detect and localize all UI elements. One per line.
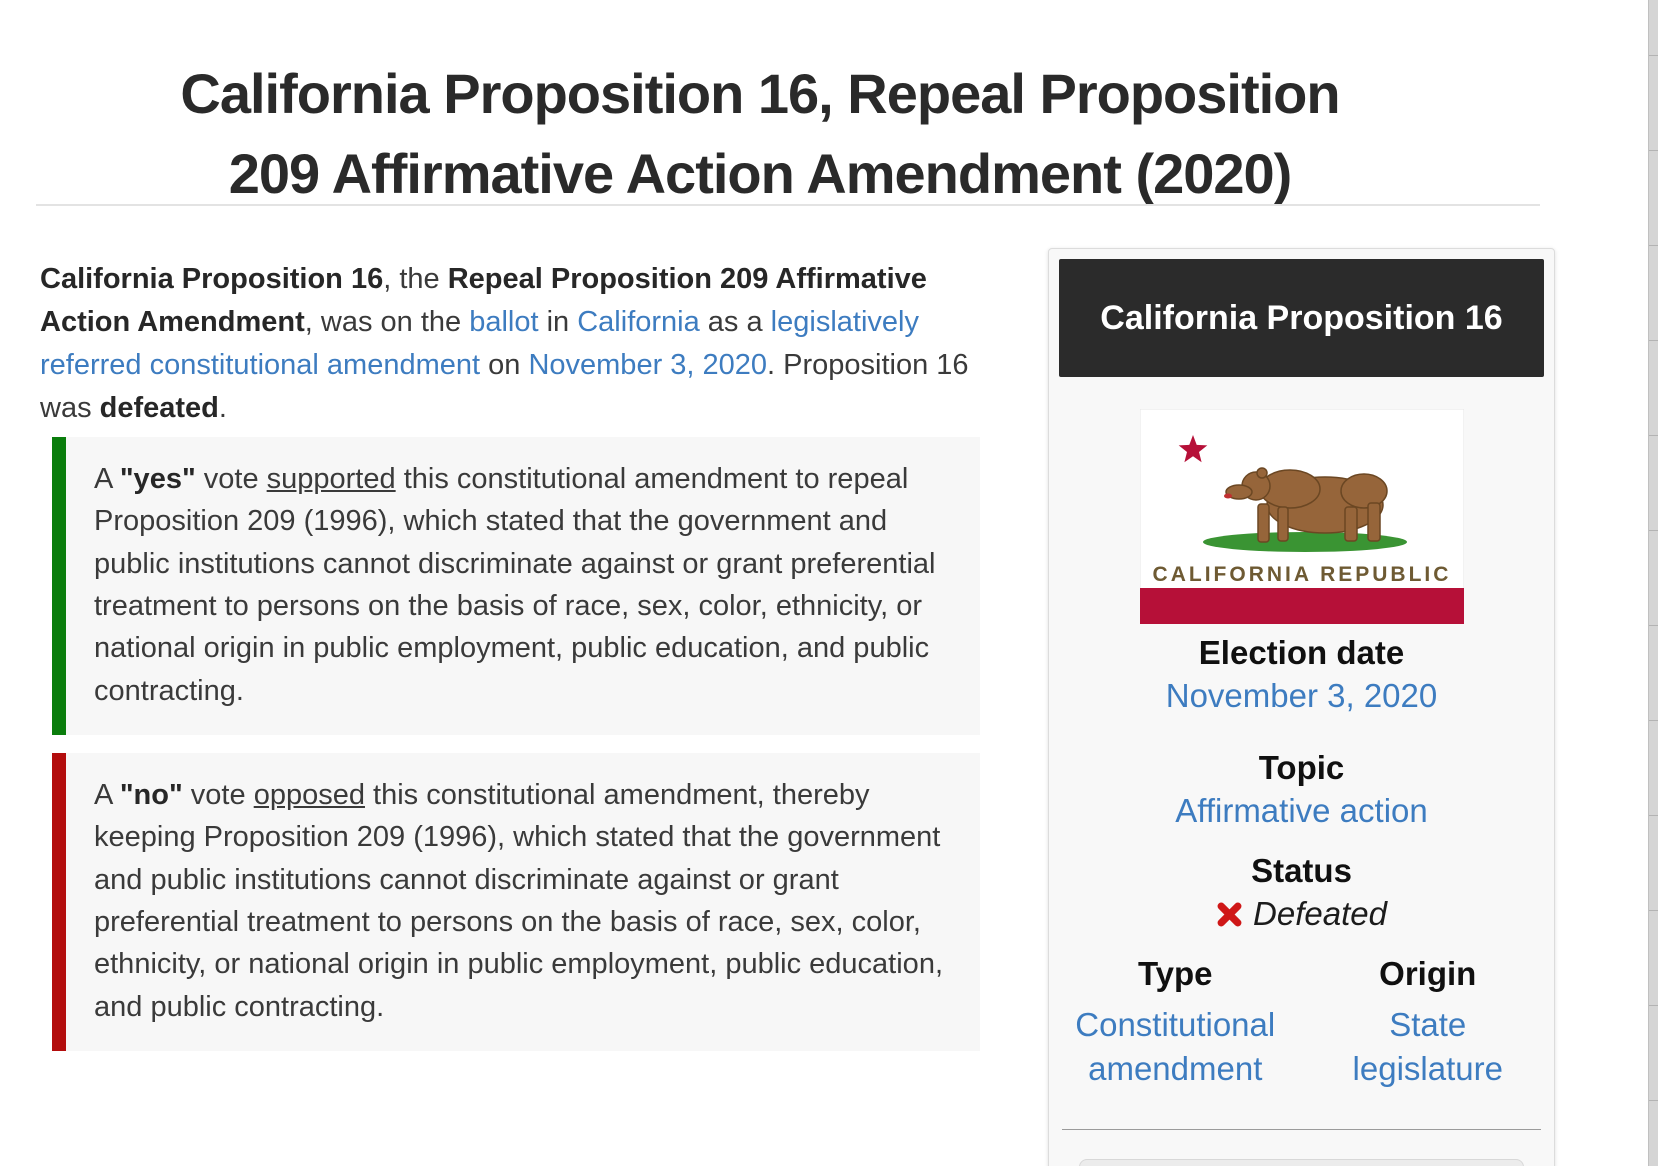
text-segment: defeated [99,391,219,424]
flag-star-icon [1178,435,1207,463]
right-sliver-row-line [1649,150,1658,151]
flag-caption: CALIFORNIA REPUBLIC [1152,563,1451,586]
page-title: California Proposition 16, Repeal Propos… [20,54,1500,215]
inline-link[interactable]: California [577,305,700,338]
topic-link[interactable]: Affirmative action [1175,792,1428,829]
origin-column: Origin State legislature [1302,955,1555,1091]
title-divider [36,204,1540,206]
infobox-title: California Proposition 16 [1059,259,1544,377]
election-date-link[interactable]: November 3, 2020 [1165,677,1438,714]
flag-container: CALIFORNIA REPUBLIC [1049,409,1554,624]
text-segment: California Proposition 16 [40,263,384,295]
type-label: Type [1137,955,1213,992]
page-title-line2: 209 Affirmative Action Amendment (2020) [228,142,1293,206]
type-link[interactable]: Constitutional amendment [1075,1006,1276,1087]
intro-paragraph: California Proposition 16, the Repeal Pr… [40,258,990,430]
inline-link[interactable]: ballot [469,305,539,338]
text-segment: as a [699,305,771,338]
text-segment: vote [195,463,267,495]
measure-infobox: California Proposition 16 [1048,248,1555,1166]
origin-link[interactable]: State legislature [1352,1006,1503,1087]
yes-vote-box: A "yes" vote supported this constitution… [52,437,980,735]
topic-value: Affirmative action [1049,792,1554,830]
text-segment: this constitutional amendment to repeal … [94,463,936,707]
text-segment: "no" [119,779,183,811]
right-sliver-row-line [1649,625,1658,626]
right-sliver-row-line [1649,435,1658,436]
right-sliver-row-line [1649,815,1658,816]
right-sliver-row-line [1649,340,1658,341]
right-edge-panel-sliver [1648,0,1658,1166]
text-segment: A [94,779,120,811]
right-sliver-row-line [1649,910,1658,911]
text-segment: in [538,305,578,338]
type-column: Type Constitutional amendment [1049,955,1302,1091]
topic-label: Topic [1258,749,1345,786]
origin-label: Origin [1379,955,1477,992]
text-segment: supported [266,463,396,495]
text-segment: , the [383,263,448,295]
text-segment: . [218,391,227,424]
page-title-line1: California Proposition 16, Repeal Propos… [180,61,1340,125]
text-segment: opposed [253,779,365,811]
text-segment: Repeal Proposition 209 Affirmative Actio… [40,263,927,338]
election-date-value: November 3, 2020 [1049,677,1554,715]
right-sliver-row-line [1649,245,1658,246]
text-segment: , was on the [304,305,470,338]
status-label: Status [1251,852,1352,889]
infobox-next-section [1079,1159,1524,1166]
no-vote-box: A "no" vote opposed this constitutional … [52,753,980,1051]
election-date-label: Election date [1198,634,1405,671]
flag-bear-icon [1224,467,1388,543]
right-sliver-row-line [1649,530,1658,531]
text-segment: on [480,348,529,381]
right-sliver-row-line [1649,55,1658,56]
status-text: Defeated [1253,895,1387,932]
no-vote-text: A "no" vote opposed this constitutional … [94,779,943,1023]
text-segment: vote [182,779,254,811]
text-segment: . Proposition 16 was [40,348,969,424]
right-sliver-row-line [1649,1100,1658,1101]
right-sliver-row-line [1649,1005,1658,1006]
right-sliver-row-line [1649,720,1658,721]
yes-vote-text: A "yes" vote supported this constitution… [94,463,935,707]
defeated-x-icon [1217,902,1242,926]
text-segment: this constitutional amendment, thereby k… [94,779,944,1023]
text-segment: "yes" [119,463,196,495]
infobox-divider [1062,1129,1541,1130]
inline-link[interactable]: November 3, 2020 [528,348,768,381]
inline-link[interactable]: legislatively referred constitutional am… [40,305,919,381]
text-segment: A [94,463,120,495]
type-origin-row: Type Constitutional amendment Origin Sta… [1049,955,1554,1091]
status-value: Defeated [1049,895,1554,933]
california-flag-icon: CALIFORNIA REPUBLIC [1139,409,1464,624]
